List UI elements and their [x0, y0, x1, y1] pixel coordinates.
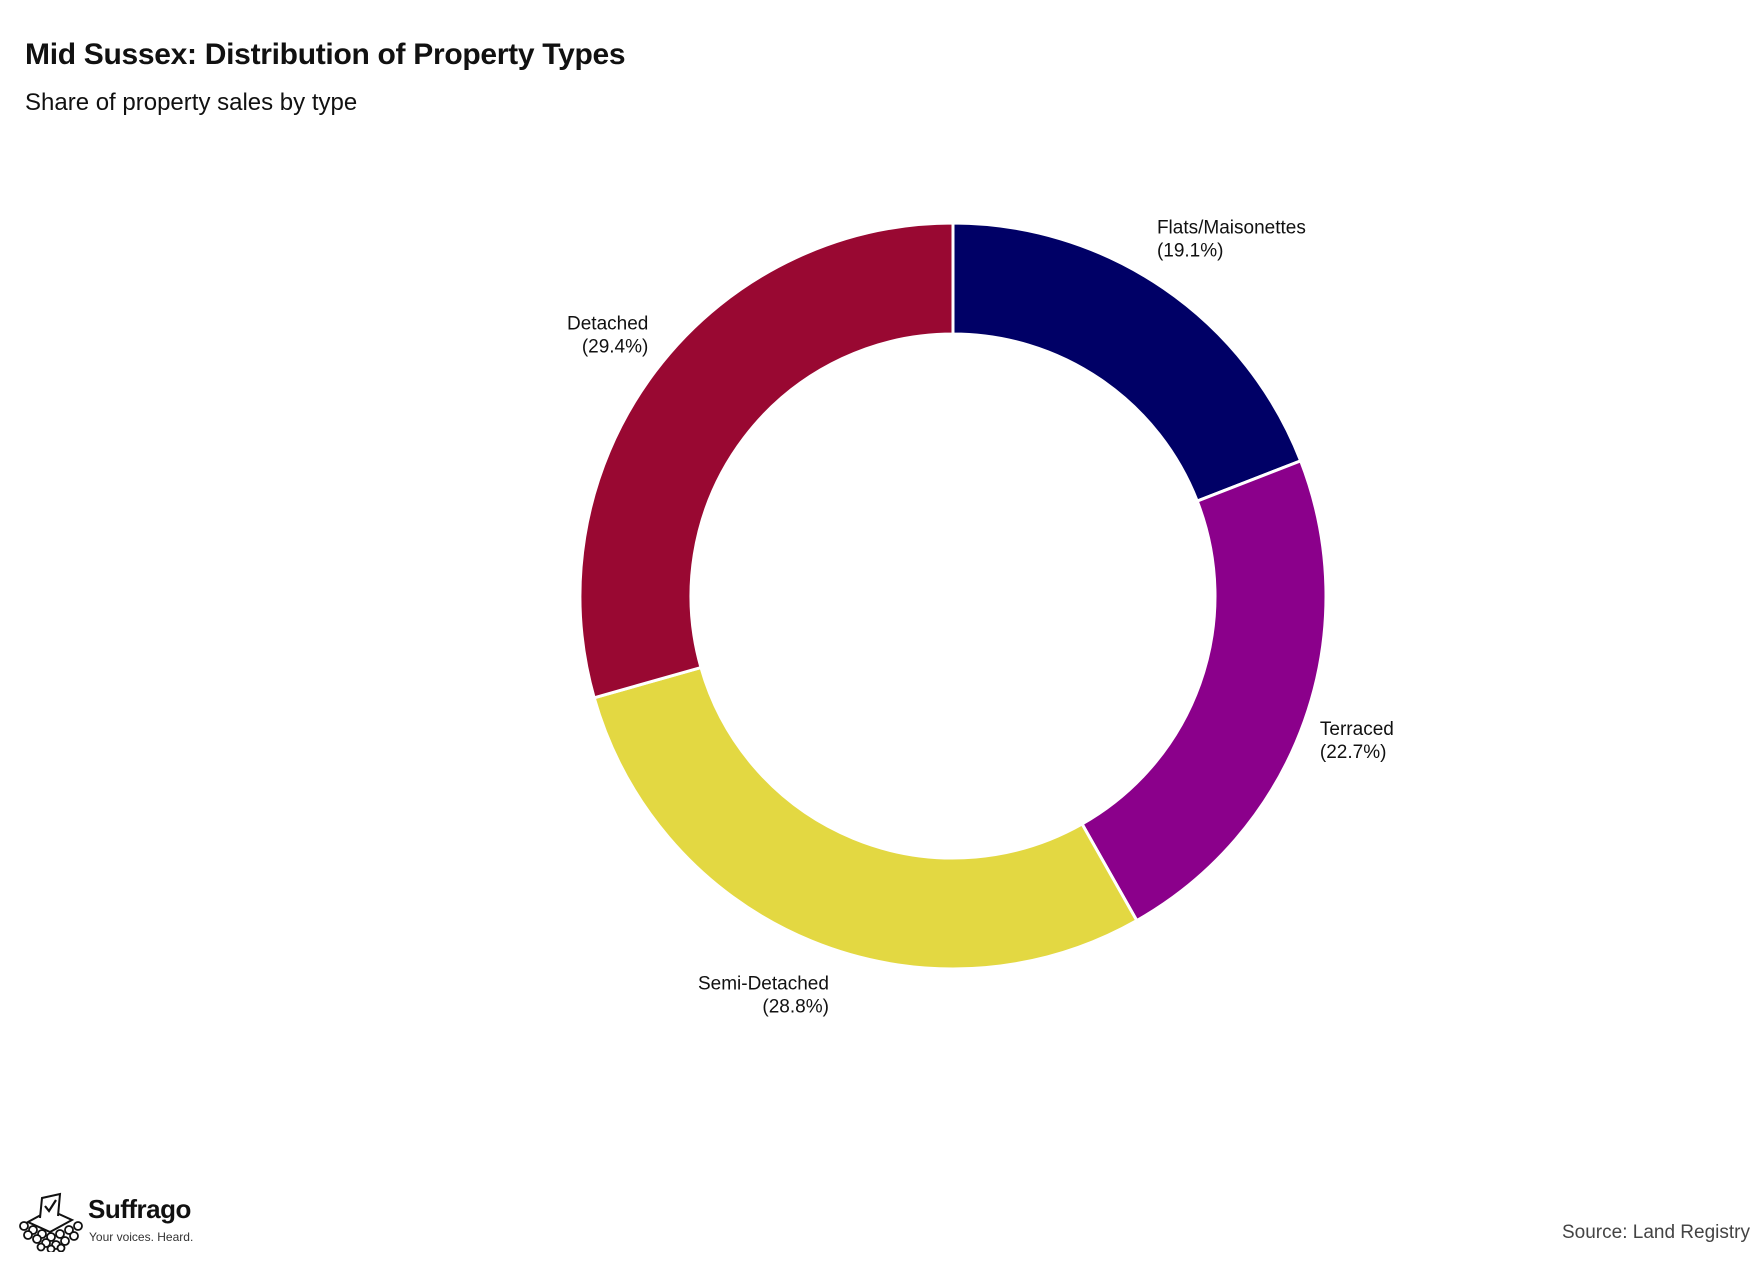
slice-label-flats-maisonettes: Flats/Maisonettes (19.1%) [1157, 217, 1306, 261]
source-note: Source: Land Registry [1562, 1222, 1750, 1243]
slice-percent-label: (28.8%) [762, 997, 829, 1018]
labels-layer: Flats/Maisonettes (19.1%) Terraced (22.7%) S… [567, 217, 1394, 1017]
slice-semi-detached [592, 665, 1139, 971]
slice-terraced [1080, 458, 1328, 923]
slice-percent-label: (29.4%) [582, 337, 649, 358]
slices-layer [578, 221, 1328, 971]
chart-subtitle: Share of property sales by type [25, 89, 358, 116]
slice-category-label: Terraced [1320, 719, 1394, 740]
brand-logo: Suffrago Your voices. Heard. [14, 1190, 204, 1252]
slice-percent-label: (19.1%) [1157, 240, 1224, 261]
chart-title: Mid Sussex: Distribution of Property Typ… [25, 38, 626, 71]
slice-label-semi-detached: Semi-Detached (28.8%) [698, 974, 829, 1018]
slice-percent-label: (22.7%) [1320, 742, 1387, 763]
slice-category-label: Detached [567, 314, 648, 335]
slice-label-terraced: Terraced (22.7%) [1320, 719, 1394, 763]
ballot-box-crowd-icon [19, 1192, 83, 1252]
slice-category-label: Semi-Detached [698, 974, 829, 995]
logo-name: Suffrago [88, 1194, 191, 1224]
slice-label-detached: Detached (29.4%) [567, 314, 648, 358]
logo-tagline: Your voices. Heard. [89, 1230, 194, 1244]
slice-detached [578, 221, 955, 700]
slice-category-label: Flats/Maisonettes [1157, 217, 1306, 238]
slice-flats-maisonettes [951, 221, 1303, 504]
